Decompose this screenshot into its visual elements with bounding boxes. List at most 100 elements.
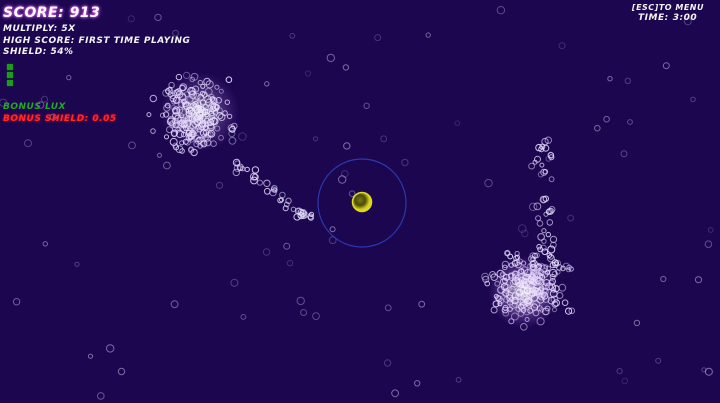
particle — [127, 15, 135, 23]
particle — [87, 353, 94, 359]
particle — [289, 32, 296, 39]
particle — [548, 176, 555, 183]
particle — [535, 215, 542, 222]
particle — [660, 275, 667, 283]
particle — [418, 300, 426, 308]
particle — [150, 128, 156, 134]
particle — [537, 233, 545, 241]
particle — [541, 228, 547, 234]
particle — [329, 226, 336, 233]
time-value: 3:00 — [672, 13, 698, 23]
shield-meter — [7, 64, 13, 86]
particle — [538, 146, 545, 153]
particle — [296, 296, 305, 306]
particle — [620, 150, 628, 158]
shield-meter-segment — [7, 72, 13, 78]
esc-menu-hint[interactable]: [ESC]TO MENU — [631, 3, 704, 12]
particle — [244, 166, 250, 173]
particle — [383, 359, 392, 367]
particle — [529, 202, 538, 212]
particle — [228, 136, 237, 145]
particle — [285, 197, 292, 205]
particle — [694, 276, 703, 284]
particle — [304, 70, 311, 77]
particle — [256, 179, 263, 186]
particle — [662, 62, 670, 70]
particle — [567, 214, 574, 222]
particle — [546, 252, 552, 259]
particle — [401, 158, 409, 167]
particle — [455, 376, 462, 383]
particle — [537, 246, 544, 253]
particle — [24, 139, 32, 148]
particle — [146, 112, 152, 118]
particle — [545, 156, 552, 162]
particle — [684, 17, 692, 26]
particle — [342, 64, 350, 71]
particle — [560, 265, 566, 272]
particle — [41, 95, 48, 103]
bonus-shield-label: BONUS SHIELD: 0.05 — [3, 114, 117, 124]
particle — [633, 319, 641, 327]
particle — [546, 219, 554, 226]
particle — [541, 137, 549, 146]
particle — [36, 101, 45, 109]
particle — [74, 261, 80, 267]
particle — [279, 197, 284, 203]
particle — [603, 115, 610, 123]
particle — [149, 94, 158, 103]
particle — [172, 29, 179, 37]
particle — [163, 161, 171, 170]
particle — [621, 377, 629, 385]
particle — [701, 367, 707, 373]
particle — [627, 119, 633, 125]
particle — [271, 185, 278, 192]
particle — [384, 304, 392, 312]
particle — [341, 170, 349, 178]
shield-meter-segment — [7, 80, 13, 86]
score-readout: SCORE: 913 — [3, 5, 101, 21]
particle — [624, 77, 631, 85]
particle — [414, 380, 421, 387]
particle — [504, 249, 511, 257]
particle — [518, 224, 527, 233]
particle — [225, 76, 233, 83]
shield-meter-segment — [7, 64, 13, 70]
particle — [539, 143, 546, 150]
particle — [263, 179, 271, 188]
particle — [548, 206, 556, 213]
particle — [299, 209, 306, 217]
particle — [283, 242, 291, 250]
time-label: TIME: — [638, 13, 669, 23]
particle — [264, 81, 270, 87]
particle — [179, 148, 185, 154]
particle — [117, 367, 126, 376]
player-ship[interactable] — [351, 191, 373, 213]
particle — [553, 260, 560, 266]
particle — [704, 367, 713, 376]
particle — [170, 300, 179, 309]
bonus-lux-label: BONUS LUX — [3, 102, 66, 112]
particle — [540, 168, 548, 176]
particle — [565, 307, 573, 315]
particle — [251, 166, 260, 174]
particle — [348, 190, 356, 197]
particle — [250, 176, 258, 185]
particle — [425, 32, 431, 38]
particle — [496, 6, 506, 15]
particle — [240, 314, 247, 320]
particle — [338, 175, 347, 184]
particle — [49, 113, 57, 121]
particle — [504, 250, 510, 256]
particle — [547, 152, 555, 159]
particle — [312, 136, 319, 142]
particle — [232, 158, 241, 167]
particle — [343, 142, 351, 150]
particle — [300, 309, 308, 316]
particle — [283, 201, 290, 208]
particle — [561, 299, 569, 307]
particle — [547, 245, 556, 254]
particle — [541, 248, 549, 256]
